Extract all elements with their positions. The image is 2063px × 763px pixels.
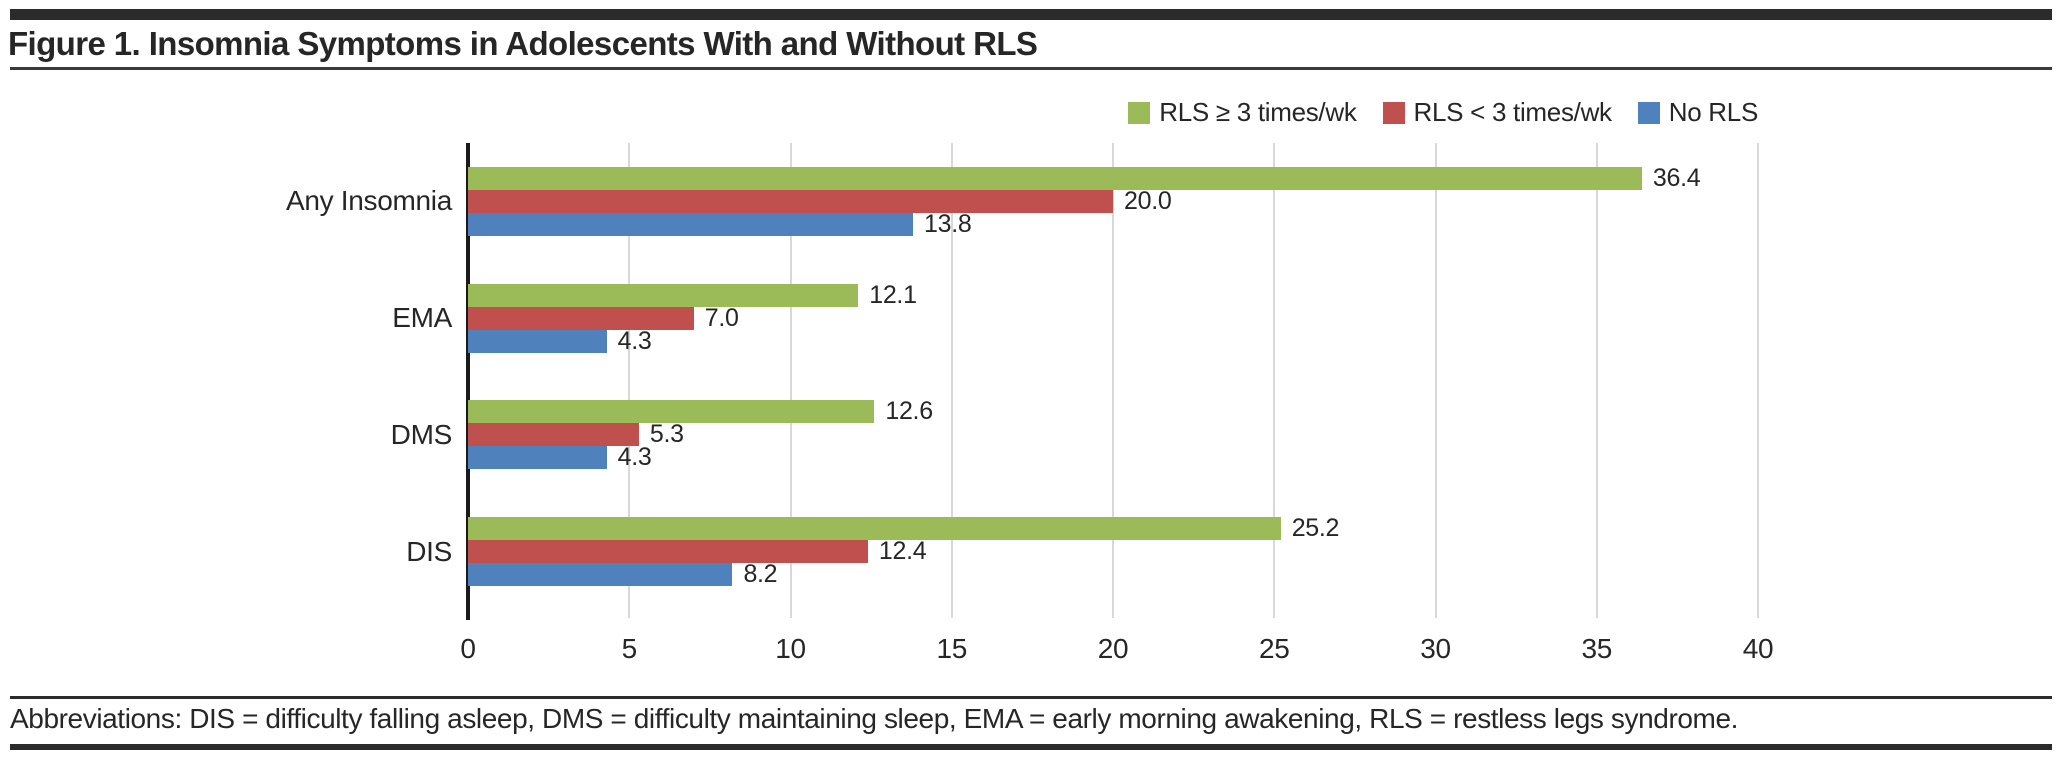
bar-row: 4.3	[468, 326, 652, 355]
bar-value-label: 12.6	[885, 397, 933, 426]
bar-group-any-insomnia: 36.4 20.0 13.8	[468, 143, 1758, 260]
category-label-ema: EMA	[392, 302, 452, 334]
x-tick-label-10: 10	[775, 633, 806, 664]
legend-swatch-icon	[1128, 101, 1151, 124]
bar-ema-series-1	[468, 283, 859, 307]
legend-label: RLS ≥ 3 times/wk	[1159, 97, 1357, 127]
gridline-20	[1112, 143, 1114, 618]
bar-any-insomnia-series-1	[468, 166, 1642, 190]
legend-item-3: No RLS	[1637, 97, 1759, 128]
figure-title: Figure 1. Insomnia Symptoms in Adolescen…	[8, 25, 1038, 62]
category-label-any-insomnia: Any Insomnia	[285, 185, 452, 217]
bar-dms-series-3	[468, 446, 607, 470]
bar-row: 7.0	[468, 303, 739, 332]
gridline-35	[1595, 143, 1598, 618]
legend-swatch-icon	[1637, 101, 1660, 124]
x-tick-label-25: 25	[1258, 633, 1290, 664]
gridline-10	[789, 143, 792, 618]
x-tick-label-35: 35	[1581, 633, 1613, 664]
bar-dis-series-1	[468, 517, 1281, 541]
bar-value-label: 7.0	[704, 303, 739, 332]
bar-value-label: 5.3	[649, 420, 684, 449]
bar-any-insomnia-series-3	[468, 212, 914, 236]
footnote-top-divider	[10, 696, 2052, 699]
bar-ema-series-3	[468, 329, 607, 353]
x-tick-label-5: 5	[621, 633, 638, 664]
category-label-dms: DMS	[390, 418, 453, 450]
bar-row: 8.2	[468, 560, 778, 589]
x-tick-label-30: 30	[1420, 633, 1451, 664]
category-label-dis: DIS	[406, 535, 452, 567]
chart-legend: RLS ≥ 3 times/wk RLS < 3 times/wk No RLS	[1128, 97, 1758, 128]
legend-item-1: RLS ≥ 3 times/wk	[1128, 97, 1357, 128]
bottom-border-bar	[10, 744, 2052, 750]
abbreviations-footnote: Abbreviations: DIS = difficulty falling …	[10, 703, 1739, 734]
bar-value-label: 25.2	[1291, 514, 1340, 543]
x-tick-label-20: 20	[1097, 633, 1129, 664]
bar-row: 36.4	[468, 163, 1701, 192]
bar-row: 25.2	[468, 514, 1340, 543]
gridline-15	[950, 143, 953, 618]
bar-dms-series-2	[468, 423, 639, 447]
bar-any-insomnia-series-2	[468, 189, 1113, 213]
bar-row: 12.4	[468, 537, 927, 566]
bar-group-dms: 12.6 5.3 4.3	[468, 377, 1758, 494]
legend-label: No RLS	[1668, 97, 1759, 127]
bar-row: 13.8	[468, 209, 972, 238]
bar-group-dis: 25.2 12.4 8.2	[468, 493, 1758, 610]
bar-ema-series-2	[468, 306, 694, 330]
bar-row: 4.3	[468, 443, 652, 472]
bar-value-label: 20.0	[1124, 186, 1172, 215]
gridline-5	[628, 143, 631, 618]
bar-value-label: 12.4	[878, 537, 927, 566]
bar-row: 5.3	[468, 420, 684, 449]
bar-dis-series-3	[468, 563, 733, 587]
bar-row: 12.6	[468, 397, 933, 426]
gridline-25	[1273, 143, 1276, 618]
bar-row: 12.1	[468, 280, 917, 309]
x-tick-label-40: 40	[1742, 633, 1774, 664]
x-tick-label-0: 0	[460, 633, 476, 664]
bar-value-label: 4.3	[617, 443, 652, 472]
bar-dis-series-2	[468, 540, 868, 564]
top-border-bar	[10, 9, 2052, 20]
bar-value-label: 4.3	[617, 326, 652, 355]
legend-label: RLS < 3 times/wk	[1413, 97, 1613, 127]
bar-value-label: 13.8	[924, 209, 972, 238]
bar-value-label: 36.4	[1652, 163, 1701, 192]
y-axis-line	[466, 143, 470, 620]
legend-item-2: RLS < 3 times/wk	[1382, 97, 1613, 128]
bar-value-label: 12.1	[869, 280, 917, 309]
bar-dms-series-1	[468, 400, 875, 424]
legend-swatch-icon	[1382, 101, 1405, 124]
bar-group-ema: 12.1 7.0 4.3	[468, 260, 1758, 377]
bar-row: 20.0	[468, 186, 1172, 215]
title-divider	[10, 67, 2052, 70]
gridline-30	[1434, 143, 1437, 618]
bar-value-label: 8.2	[743, 560, 778, 589]
x-tick-label-15: 15	[936, 633, 968, 664]
chart-plot-area: 36.4 20.0 13.8 12.1 7.0 4.3 12.6 5.3 4.3 25.2 12.4…	[466, 143, 1759, 620]
gridline-40	[1757, 143, 1759, 618]
